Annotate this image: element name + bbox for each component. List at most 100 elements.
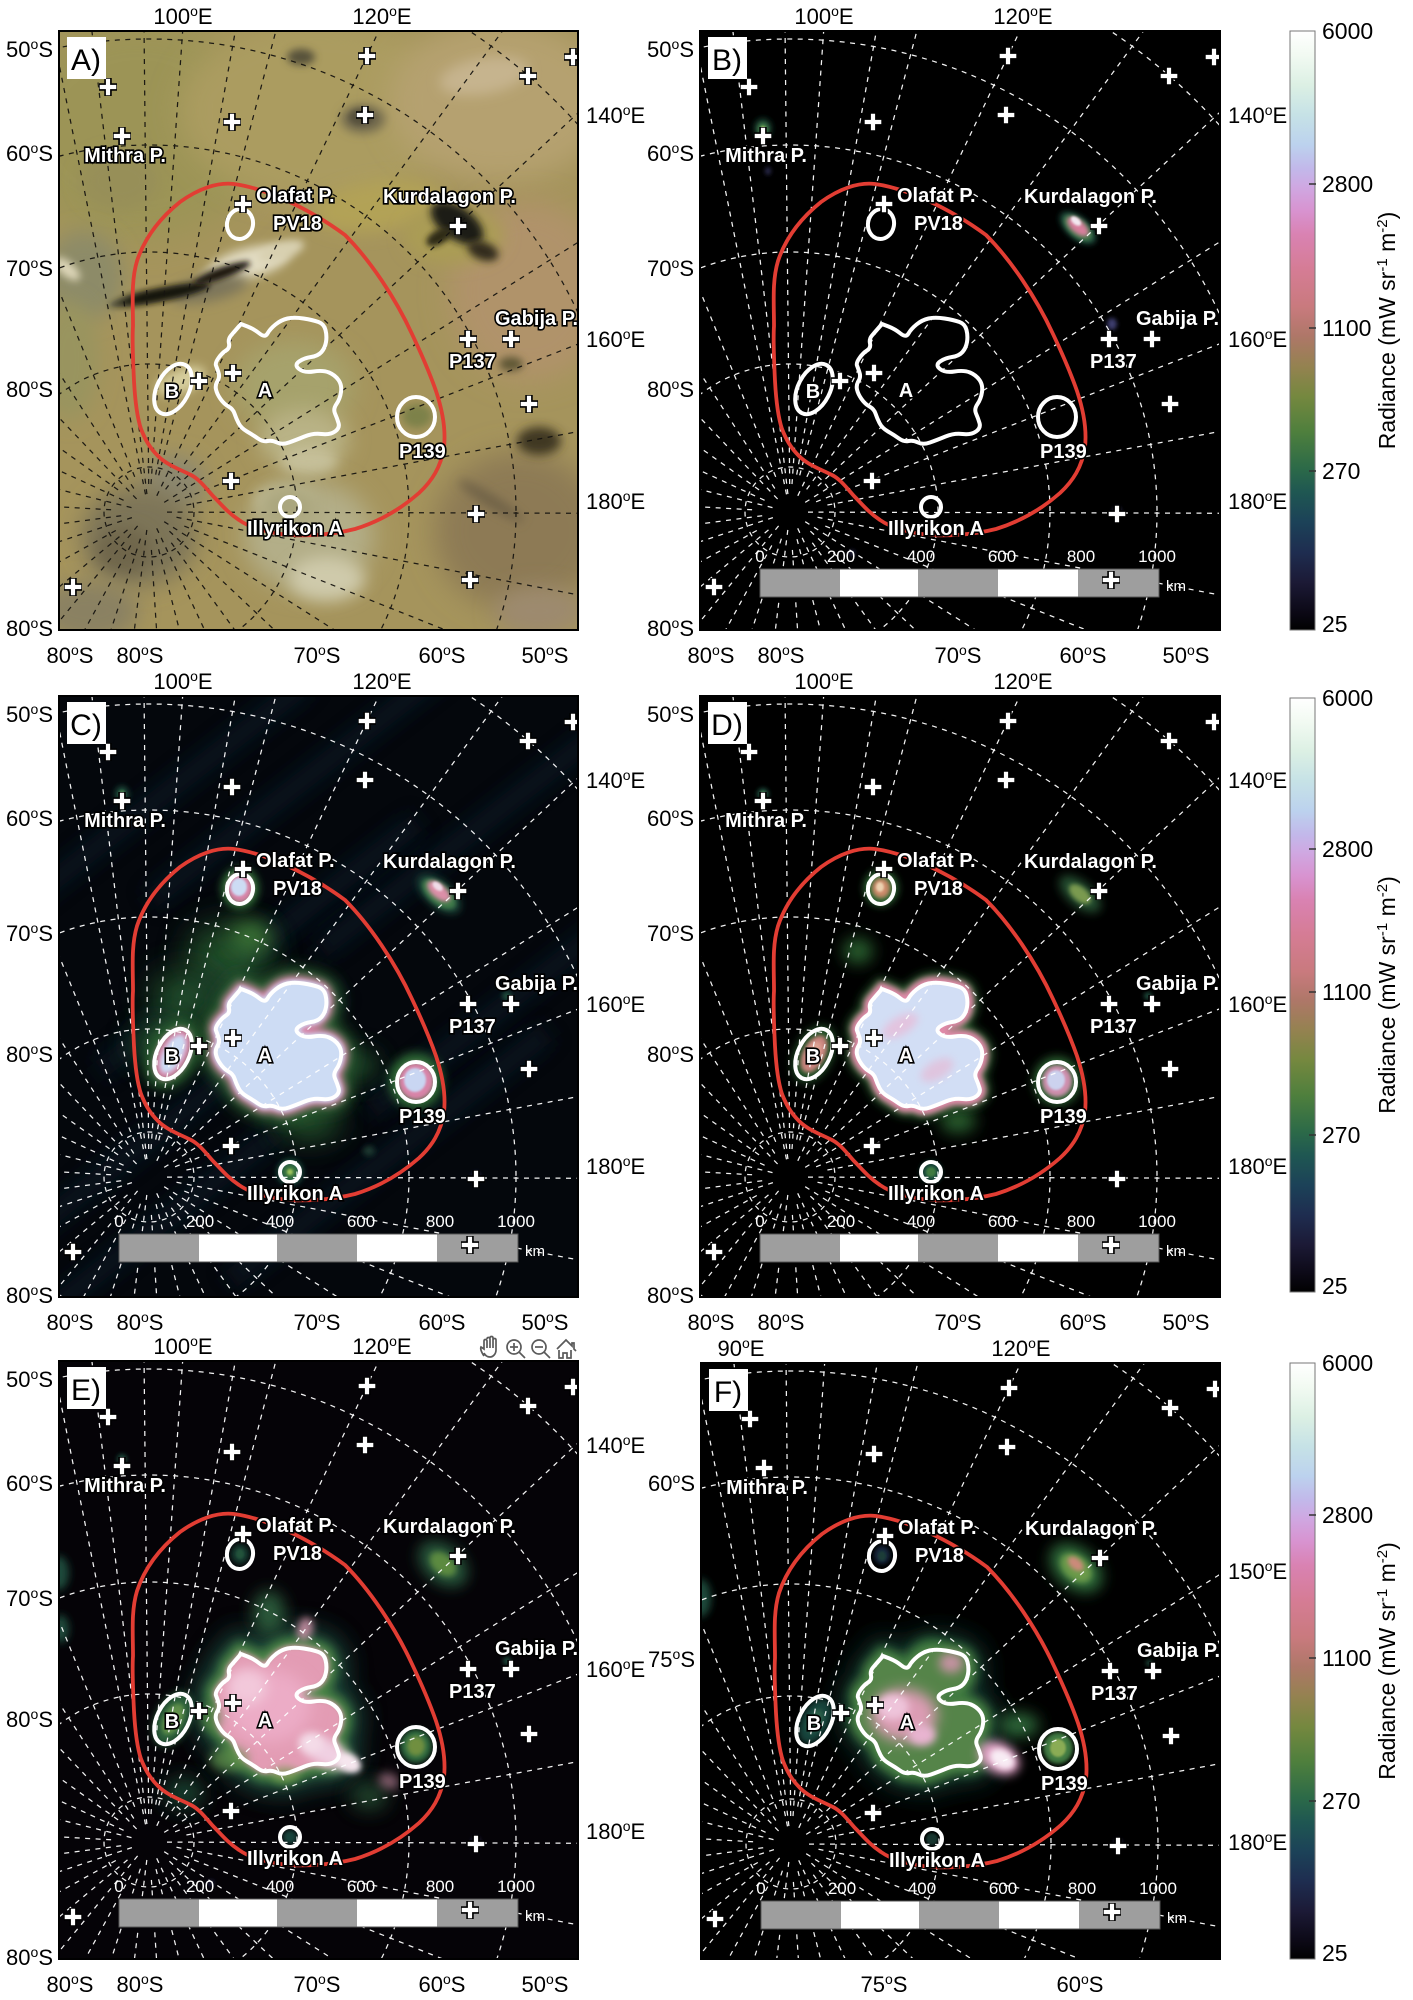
svg-text:80oS: 80oS xyxy=(6,1282,53,1308)
svg-text:70oS: 70oS xyxy=(647,920,694,946)
svg-text:50oS: 50oS xyxy=(647,701,694,727)
svg-text:100oE: 100oE xyxy=(794,3,853,29)
svg-text:270: 270 xyxy=(1322,1122,1360,1148)
svg-text:140oE: 140oE xyxy=(586,1432,645,1458)
svg-text:80oS: 80oS xyxy=(688,1309,735,1335)
svg-text:2800: 2800 xyxy=(1322,1502,1373,1528)
svg-text:160oE: 160oE xyxy=(1228,326,1287,352)
svg-text:80oS: 80oS xyxy=(117,1971,164,1997)
svg-text:120oE: 120oE xyxy=(993,668,1052,694)
svg-text:60oS: 60oS xyxy=(1057,1971,1104,1997)
svg-text:75oS: 75oS xyxy=(861,1971,908,1997)
svg-text:70oS: 70oS xyxy=(294,642,341,668)
svg-text:160oE: 160oE xyxy=(586,991,645,1017)
svg-text:80oS: 80oS xyxy=(6,376,53,402)
svg-text:6000: 6000 xyxy=(1322,18,1373,44)
svg-text:80oS: 80oS xyxy=(47,1309,94,1335)
svg-text:120oE: 120oE xyxy=(352,3,411,29)
svg-text:25: 25 xyxy=(1322,611,1348,637)
svg-text:100oE: 100oE xyxy=(153,1333,212,1359)
svg-text:25: 25 xyxy=(1322,1273,1348,1299)
svg-text:140oE: 140oE xyxy=(586,767,645,793)
svg-text:80oS: 80oS xyxy=(47,642,94,668)
svg-text:50oS: 50oS xyxy=(6,701,53,727)
svg-text:60oS: 60oS xyxy=(419,1971,466,1997)
svg-text:80oS: 80oS xyxy=(647,1041,694,1067)
svg-text:75oS: 75oS xyxy=(648,1646,695,1672)
svg-text:D): D) xyxy=(711,709,743,742)
svg-text:80oS: 80oS xyxy=(117,1309,164,1335)
svg-text:100oE: 100oE xyxy=(153,668,212,694)
svg-text:B): B) xyxy=(712,44,742,77)
svg-text:70oS: 70oS xyxy=(6,255,53,281)
svg-text:180oE: 180oE xyxy=(1228,488,1287,514)
svg-text:60oS: 60oS xyxy=(6,140,53,166)
svg-text:80oS: 80oS xyxy=(117,642,164,668)
svg-text:180oE: 180oE xyxy=(586,1153,645,1179)
svg-text:160oE: 160oE xyxy=(1228,991,1287,1017)
svg-text:150oE: 150oE xyxy=(1228,1558,1287,1584)
svg-text:1100: 1100 xyxy=(1322,1645,1371,1671)
svg-text:180oE: 180oE xyxy=(1228,1829,1287,1855)
svg-text:60oS: 60oS xyxy=(419,642,466,668)
svg-text:50oS: 50oS xyxy=(1163,642,1210,668)
svg-text:60oS: 60oS xyxy=(647,140,694,166)
svg-text:60oS: 60oS xyxy=(1060,642,1107,668)
svg-text:70oS: 70oS xyxy=(294,1971,341,1997)
svg-text:50oS: 50oS xyxy=(6,36,53,62)
svg-text:80oS: 80oS xyxy=(688,642,735,668)
svg-text:F): F) xyxy=(714,1376,742,1409)
svg-text:180oE: 180oE xyxy=(1228,1153,1287,1179)
svg-text:120oE: 120oE xyxy=(352,668,411,694)
svg-text:70oS: 70oS xyxy=(935,1309,982,1335)
svg-text:Radiance (mW sr-1 m-2): Radiance (mW sr-1 m-2) xyxy=(1374,1542,1400,1780)
svg-text:80oS: 80oS xyxy=(6,1706,53,1732)
svg-text:140oE: 140oE xyxy=(1228,767,1287,793)
svg-text:60oS: 60oS xyxy=(1060,1309,1107,1335)
svg-text:80oS: 80oS xyxy=(647,1282,694,1308)
svg-text:140oE: 140oE xyxy=(1228,102,1287,128)
svg-text:80oS: 80oS xyxy=(47,1971,94,1997)
svg-text:70oS: 70oS xyxy=(935,642,982,668)
svg-text:60oS: 60oS xyxy=(6,805,53,831)
svg-text:50oS: 50oS xyxy=(647,36,694,62)
svg-text:100oE: 100oE xyxy=(153,3,212,29)
svg-text:270: 270 xyxy=(1322,458,1360,484)
svg-text:120oE: 120oE xyxy=(991,1335,1050,1361)
svg-text:2800: 2800 xyxy=(1322,171,1373,197)
svg-text:70oS: 70oS xyxy=(647,255,694,281)
svg-text:140oE: 140oE xyxy=(586,102,645,128)
svg-text:1100: 1100 xyxy=(1322,979,1371,1005)
svg-text:50oS: 50oS xyxy=(6,1366,53,1392)
svg-text:120oE: 120oE xyxy=(352,1333,411,1359)
svg-text:80oS: 80oS xyxy=(647,615,694,641)
svg-text:100oE: 100oE xyxy=(794,668,853,694)
svg-text:160oE: 160oE xyxy=(586,326,645,352)
svg-text:70oS: 70oS xyxy=(6,920,53,946)
svg-text:80oS: 80oS xyxy=(6,615,53,641)
svg-text:6000: 6000 xyxy=(1322,1350,1373,1376)
svg-text:A): A) xyxy=(71,44,101,77)
svg-text:60oS: 60oS xyxy=(648,1470,695,1496)
svg-text:50oS: 50oS xyxy=(522,1971,569,1997)
svg-text:2800: 2800 xyxy=(1322,836,1373,862)
svg-text:160oE: 160oE xyxy=(586,1656,645,1682)
svg-text:Radiance (mW sr-1 m-2): Radiance (mW sr-1 m-2) xyxy=(1374,212,1400,450)
svg-text:60oS: 60oS xyxy=(419,1309,466,1335)
svg-text:50oS: 50oS xyxy=(522,642,569,668)
svg-text:70oS: 70oS xyxy=(6,1585,53,1611)
svg-text:1100: 1100 xyxy=(1322,315,1371,341)
svg-text:60oS: 60oS xyxy=(647,805,694,831)
svg-text:80oS: 80oS xyxy=(6,1944,53,1970)
svg-text:Radiance (mW sr-1 m-2): Radiance (mW sr-1 m-2) xyxy=(1374,876,1400,1114)
svg-text:120oE: 120oE xyxy=(993,3,1052,29)
svg-text:180oE: 180oE xyxy=(586,488,645,514)
svg-text:6000: 6000 xyxy=(1322,685,1373,711)
svg-text:50oS: 50oS xyxy=(1163,1309,1210,1335)
svg-text:50oS: 50oS xyxy=(522,1309,569,1335)
svg-text:90oE: 90oE xyxy=(718,1335,765,1361)
svg-text:270: 270 xyxy=(1322,1788,1360,1814)
svg-text:80oS: 80oS xyxy=(758,1309,805,1335)
svg-text:E): E) xyxy=(71,1374,101,1407)
svg-text:180oE: 180oE xyxy=(586,1818,645,1844)
